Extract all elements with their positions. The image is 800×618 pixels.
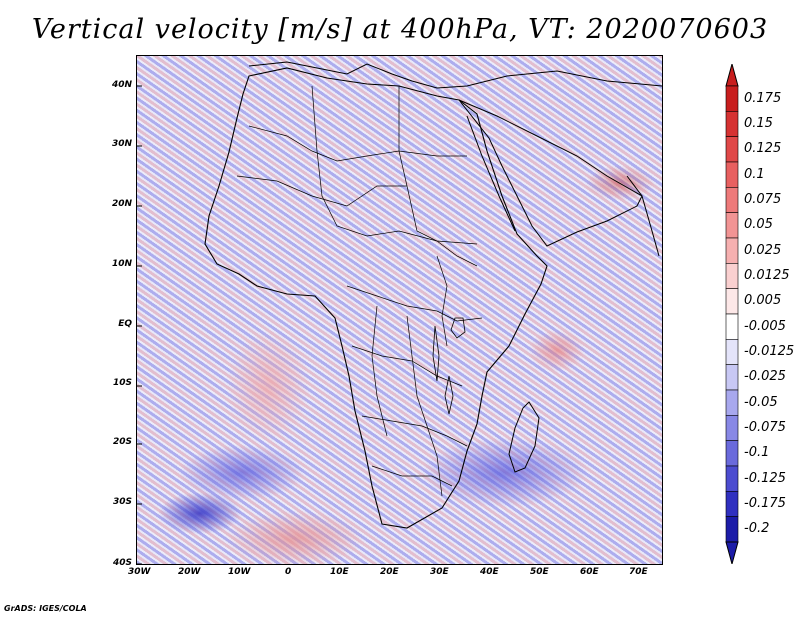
colorbar-max-triangle [725, 64, 739, 87]
lon-tick-label: 20E [380, 567, 399, 577]
colorbar-label: -0.1 [744, 445, 770, 461]
map-plot-area [136, 55, 663, 565]
country-borders [236, 85, 483, 497]
colorbar-label: -0.075 [744, 420, 786, 435]
colorbar-segment [725, 161, 739, 188]
lat-tick-label: 40N [111, 80, 132, 90]
colorbar-segment [725, 313, 739, 340]
map-title: Vertical velocity [m/s] at 400hPa, VT: 2… [31, 14, 769, 45]
colorbar-label: -0.175 [744, 496, 786, 511]
colorbar-segment [725, 237, 739, 264]
red-sea-coastline [466, 115, 516, 232]
colorbar-segment [725, 516, 739, 543]
great-lakes [432, 317, 466, 415]
lat-tick-label: 40S [112, 558, 132, 568]
grads-credit: GrADS: IGES/COLA [4, 604, 87, 613]
colorbar-label: 0.05 [744, 217, 773, 233]
colorbar-label: 0.005 [744, 293, 782, 309]
colorbar-label: 0.025 [744, 242, 782, 258]
colorbar-segment [725, 136, 739, 163]
lon-tick-label: 30E [430, 567, 449, 577]
colorbar-segment [725, 440, 739, 467]
colorbar-label: -0.025 [744, 369, 786, 385]
colorbar-segment [725, 212, 739, 239]
colorbar-segment [725, 288, 739, 315]
lon-tick-label: 70E [629, 567, 648, 577]
madagascar-coastline [508, 401, 540, 473]
arabia-coastline [458, 99, 643, 247]
europe-coastline [248, 61, 662, 89]
lat-tick-label: 30N [111, 139, 132, 149]
colorbar-label: -0.05 [744, 394, 778, 410]
lat-tick-label: 10N [111, 259, 132, 269]
colorbar-segment [725, 85, 739, 112]
lon-tick-label: 10E [330, 567, 349, 577]
lon-tick-label: 60E [580, 567, 599, 577]
lon-tick-label: 40E [480, 567, 499, 577]
colorbar-segment [725, 491, 739, 517]
colorbar-label: -0.2 [744, 521, 770, 537]
africa-coastline [204, 67, 548, 529]
colorbar-label: 0.15 [744, 116, 773, 131]
lon-tick-label: 30W [128, 567, 151, 577]
colorbar-segment [725, 389, 739, 416]
colorbar-segment [725, 263, 739, 289]
colorbar-segment [725, 364, 739, 391]
colorbar-segment [725, 339, 739, 365]
colorbar-label: -0.005 [744, 318, 786, 334]
colorbar-label: 0.0125 [744, 268, 790, 283]
colorbar-label: 0.075 [744, 192, 782, 207]
colorbar-label: 0.125 [744, 141, 782, 157]
lon-tick-label: 50E [530, 567, 549, 577]
lat-tick-label: 20N [111, 199, 132, 209]
lat-tick-label: 20S [112, 437, 132, 447]
lat-tick-label: 10S [112, 378, 132, 388]
colorbar-segment [725, 465, 739, 492]
colorbar-segment [725, 187, 739, 213]
colorbar-label: 0.175 [744, 90, 782, 106]
colorbar [725, 64, 739, 564]
india-coastline [626, 175, 660, 257]
lon-tick-label: 10W [228, 567, 251, 577]
lat-tick-label: EQ [118, 319, 132, 329]
lon-tick-label: 20W [178, 567, 201, 577]
colorbar-label: 0.1 [744, 166, 765, 182]
lat-tick-label: 30S [112, 497, 132, 507]
frame-ticks [137, 85, 142, 564]
colorbar-min-triangle [725, 541, 739, 564]
colorbar-segment [725, 415, 739, 441]
coastline-overlay [137, 61, 662, 564]
lon-tick-label: 0 [285, 567, 292, 577]
colorbar-segment [725, 111, 739, 137]
colorbar-label: -0.0125 [744, 344, 795, 359]
colorbar-label: -0.125 [744, 470, 786, 486]
